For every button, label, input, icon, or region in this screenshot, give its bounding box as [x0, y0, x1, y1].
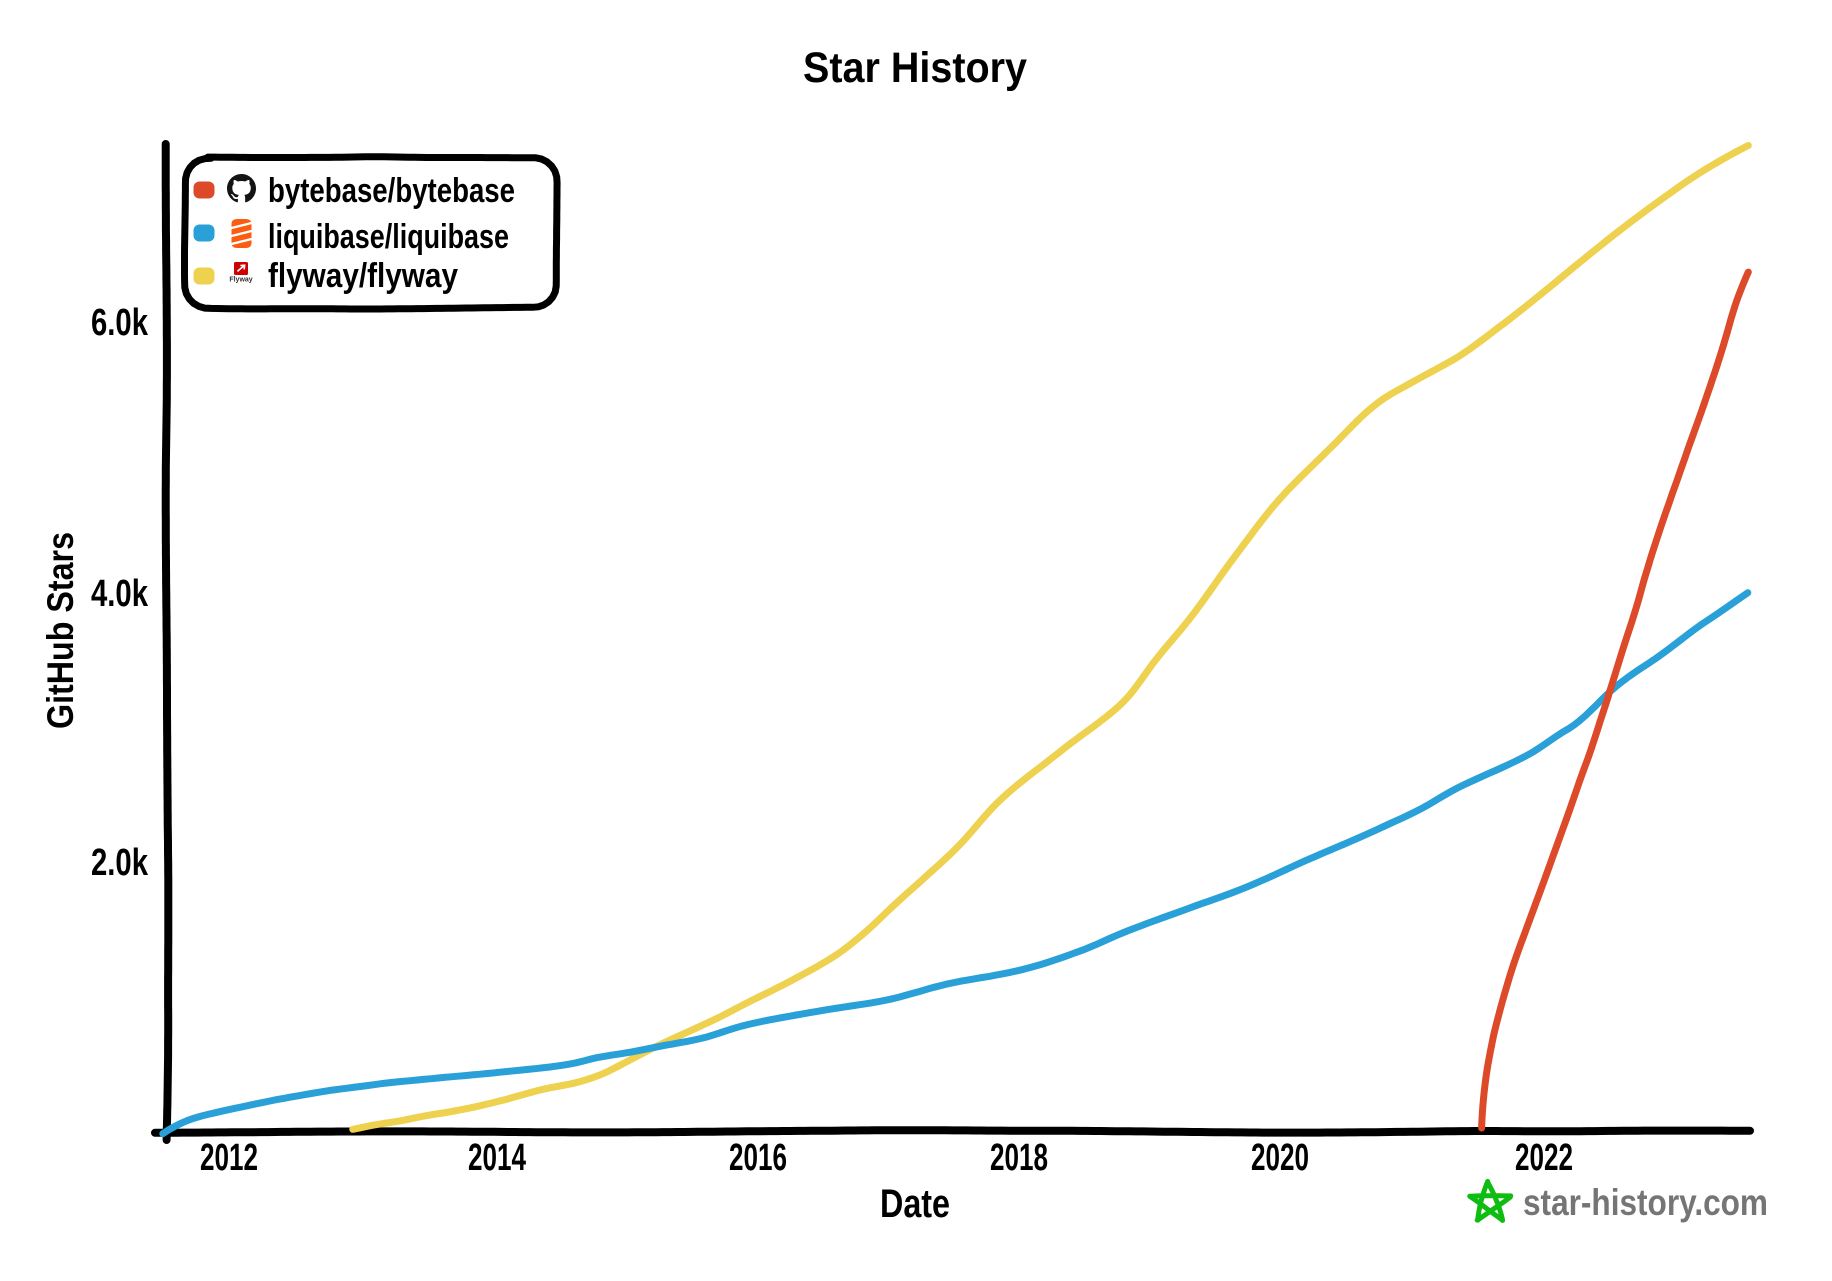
svg-text:GitHub Stars: GitHub Stars: [40, 532, 81, 729]
svg-text:2.0k: 2.0k: [91, 842, 149, 884]
svg-text:2012: 2012: [200, 1137, 258, 1179]
svg-text:2020: 2020: [1251, 1137, 1309, 1179]
svg-text:liquibase/liquibase: liquibase/liquibase: [268, 218, 509, 256]
svg-text:4.0k: 4.0k: [91, 573, 149, 615]
svg-text:Date: Date: [880, 1182, 950, 1226]
svg-text:star-history.com: star-history.com: [1523, 1182, 1768, 1223]
svg-text:2014: 2014: [468, 1137, 526, 1179]
svg-text:6.0k: 6.0k: [91, 302, 149, 344]
svg-text:flyway/flyway: flyway/flyway: [268, 257, 458, 295]
svg-text:Flyway: Flyway: [229, 277, 252, 284]
svg-text:Star History: Star History: [803, 44, 1027, 92]
svg-text:2022: 2022: [1515, 1137, 1573, 1179]
svg-text:bytebase/bytebase: bytebase/bytebase: [268, 172, 515, 210]
svg-text:2016: 2016: [729, 1137, 787, 1179]
svg-text:2018: 2018: [990, 1137, 1048, 1179]
